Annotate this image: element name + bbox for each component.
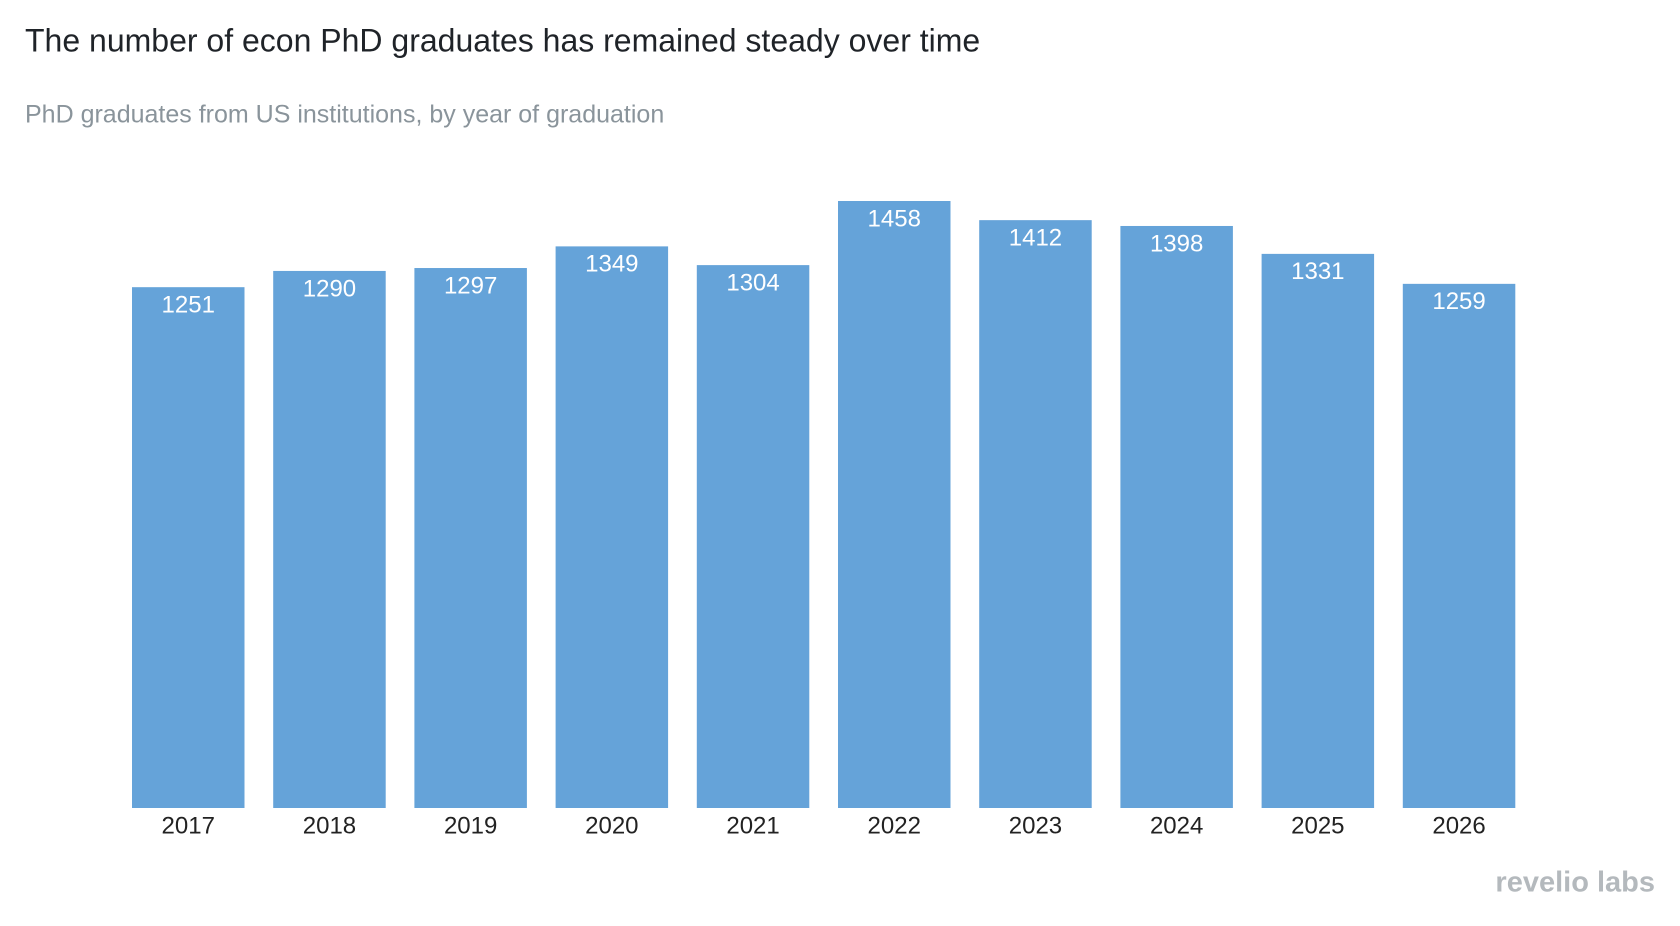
bar <box>1261 253 1375 808</box>
bar <box>979 220 1092 809</box>
bar <box>696 265 810 808</box>
bar <box>414 268 527 809</box>
bar <box>1120 225 1233 808</box>
chart-subtitle: PhD graduates from US institutions, by y… <box>25 101 664 129</box>
x-tick-label: 2017 <box>162 812 215 839</box>
x-tick-label: 2021 <box>726 812 779 839</box>
bar <box>1402 283 1516 809</box>
value-label: 1251 <box>162 292 215 319</box>
value-label: 1259 <box>1432 288 1485 315</box>
x-tick-label: 2018 <box>303 812 356 839</box>
value-label: 1297 <box>444 272 497 299</box>
value-label: 1349 <box>585 251 638 278</box>
x-tick-label: 2020 <box>585 812 638 839</box>
bar <box>555 246 669 809</box>
chart-title: The number of econ PhD graduates has rem… <box>25 22 980 58</box>
brand-logo: revelio labs <box>1495 867 1655 899</box>
bar <box>838 201 951 808</box>
bar <box>273 270 386 808</box>
value-label: 1304 <box>726 269 779 296</box>
x-tick-label: 2022 <box>868 812 921 839</box>
value-label: 1412 <box>1009 224 1062 251</box>
value-label: 1290 <box>303 275 356 302</box>
x-tick-label: 2024 <box>1150 812 1203 839</box>
bar <box>132 287 245 808</box>
value-label: 1331 <box>1291 258 1344 285</box>
value-label: 1398 <box>1150 230 1203 257</box>
x-tick-label: 2019 <box>444 812 497 839</box>
value-label: 1458 <box>868 205 921 232</box>
x-tick-label: 2025 <box>1291 812 1344 839</box>
x-tick-label: 2023 <box>1009 812 1062 839</box>
x-tick-label: 2026 <box>1432 812 1485 839</box>
